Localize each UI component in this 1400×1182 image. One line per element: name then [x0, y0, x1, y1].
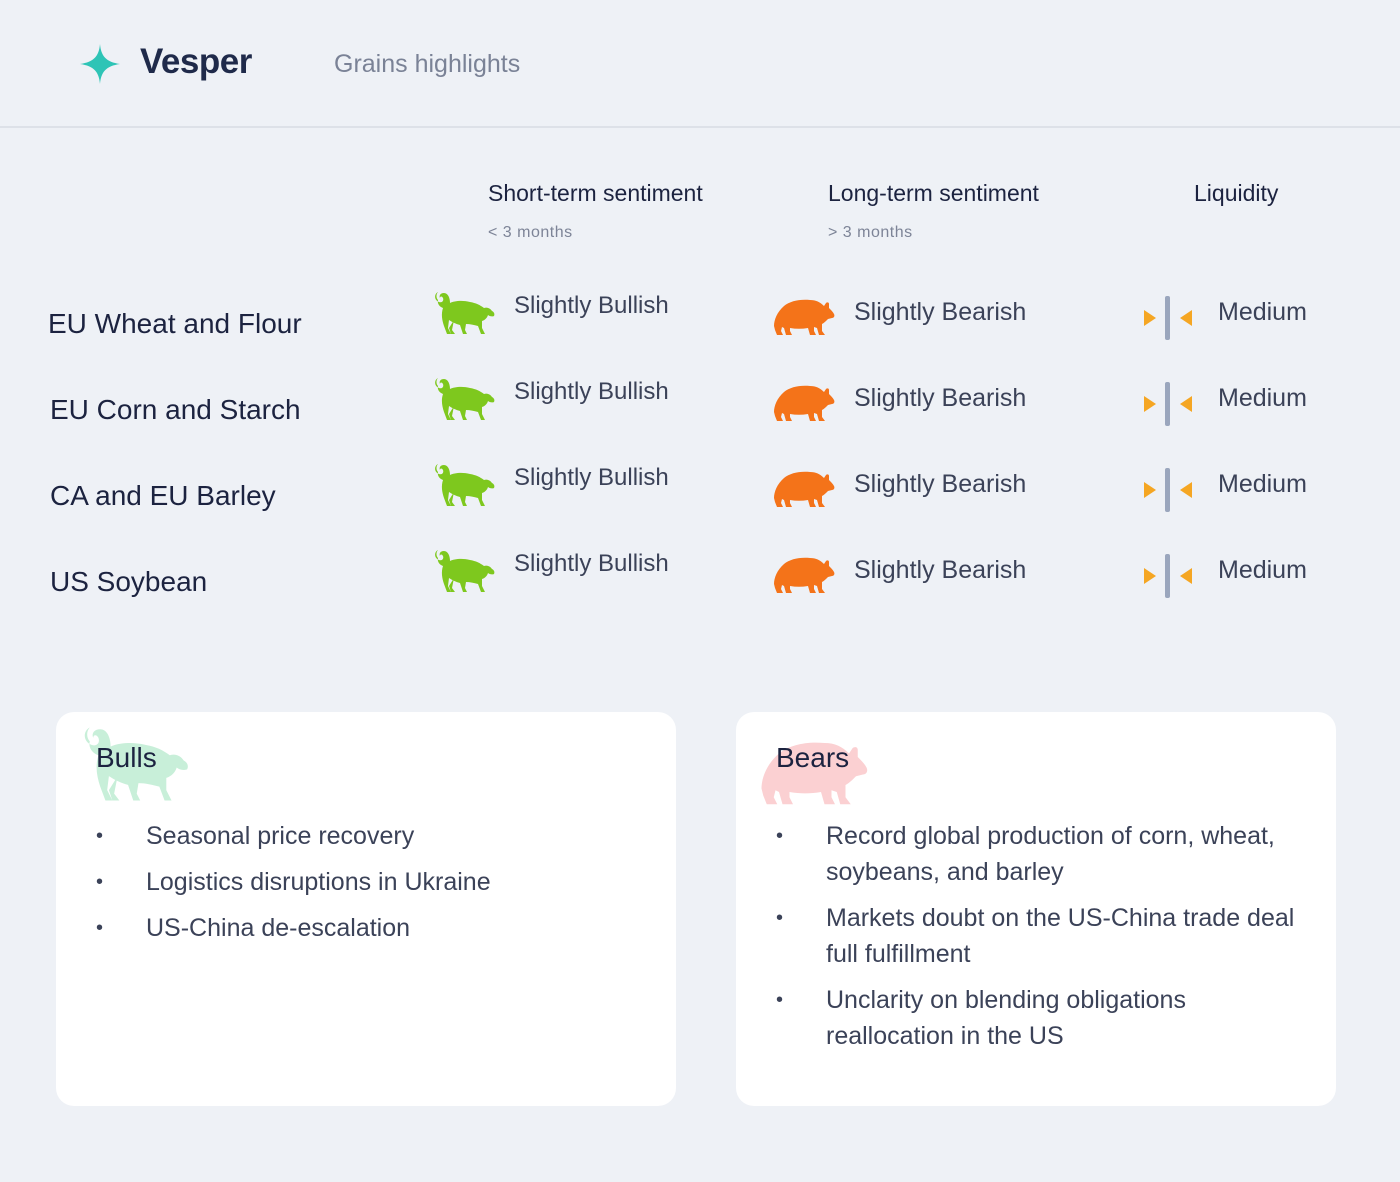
liquidity-value: Medium [1218, 470, 1307, 498]
long-term-value: Slightly Bearish [854, 298, 1027, 326]
bear-icon [772, 296, 836, 336]
commodity-name: EU Wheat and Flour [48, 308, 302, 339]
bulls-title: Bulls [96, 742, 157, 773]
table-row[interactable]: CA and EU Barley Slightly Bullish Slight… [0, 462, 1400, 548]
liquidity-gauge-icon [1144, 554, 1192, 598]
long-term-value: Slightly Bearish [854, 470, 1027, 498]
bull-icon [432, 462, 496, 508]
short-term-value: Slightly Bullish [514, 550, 669, 577]
long-term-value: Slightly Bearish [854, 556, 1027, 584]
page-subtitle: Grains highlights [334, 50, 521, 78]
table-row[interactable]: US Soybean Slightly Bullish Slightly Bea… [0, 548, 1400, 634]
long-term-heading: Long-term sentiment [828, 180, 1039, 206]
bull-icon [432, 376, 496, 422]
app-header: Vesper Grains highlights [0, 0, 1400, 128]
short-term-heading: Short-term sentiment [488, 180, 703, 206]
commodity-name: US Soybean [50, 566, 208, 597]
bear-icon [772, 382, 836, 422]
brand-name[interactable]: Vesper [140, 42, 252, 81]
commodity-name: EU Corn and Starch [50, 394, 301, 425]
table-row[interactable]: EU Wheat and Flour Slightly Bullish Slig… [0, 290, 1400, 376]
commodity-name: CA and EU Barley [50, 480, 276, 511]
short-term-value: Slightly Bullish [514, 378, 669, 405]
long-term-value: Slightly Bearish [854, 384, 1027, 412]
liquidity-gauge-icon [1144, 382, 1192, 426]
bears-list: Record global production of corn, wheat,… [776, 818, 1306, 1064]
bulls-card: Bulls Seasonal price recovery Logistics … [56, 712, 676, 1106]
list-item: Unclarity on blending obligations reallo… [776, 982, 1306, 1054]
list-item: US-China de-escalation [96, 910, 646, 946]
liquidity-value: Medium [1218, 384, 1307, 412]
short-term-value: Slightly Bullish [514, 464, 669, 491]
long-term-subheading: > 3 months [828, 224, 913, 241]
bear-icon [772, 554, 836, 594]
liquidity-gauge-icon [1144, 468, 1192, 512]
list-item: Logistics disruptions in Ukraine [96, 864, 646, 900]
short-term-subheading: < 3 months [488, 224, 573, 241]
list-item: Record global production of corn, wheat,… [776, 818, 1306, 890]
bears-card: Bears Record global production of corn, … [736, 712, 1336, 1106]
bull-icon [432, 548, 496, 594]
bears-title: Bears [776, 742, 850, 773]
sparkle-star-icon [80, 44, 120, 84]
list-item: Markets doubt on the US-China trade deal… [776, 900, 1306, 972]
short-term-value: Slightly Bullish [514, 292, 669, 319]
bulls-list: Seasonal price recovery Logistics disrup… [96, 818, 646, 956]
liquidity-value: Medium [1218, 298, 1307, 326]
bull-icon [432, 290, 496, 336]
liquidity-heading: Liquidity [1194, 180, 1279, 206]
list-item: Seasonal price recovery [96, 818, 646, 854]
table-row[interactable]: EU Corn and Starch Slightly Bullish Slig… [0, 376, 1400, 462]
liquidity-value: Medium [1218, 556, 1307, 584]
bear-icon [772, 468, 836, 508]
liquidity-gauge-icon [1144, 296, 1192, 340]
